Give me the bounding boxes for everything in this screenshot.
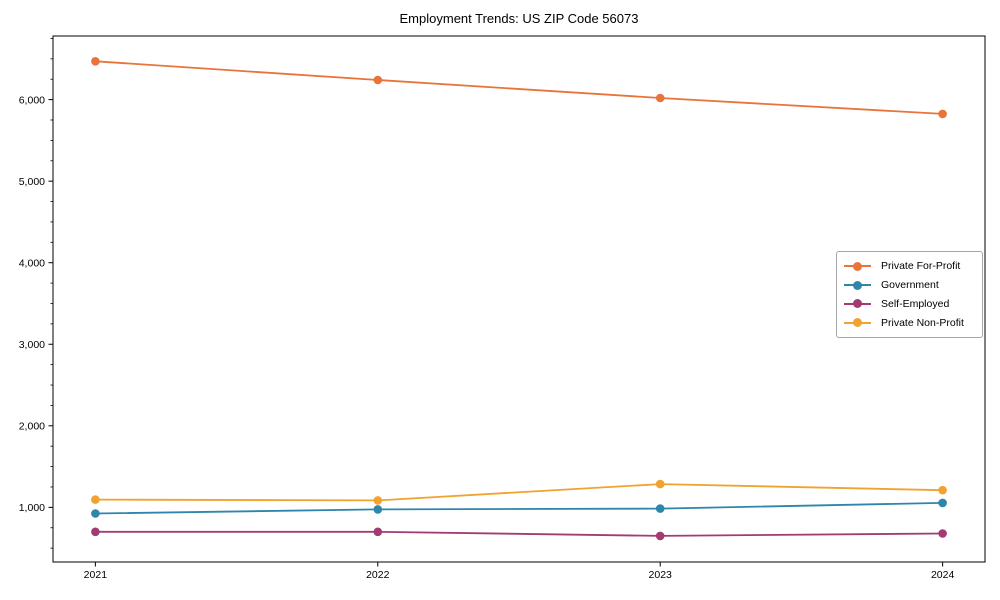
- data-point-self-employed-2024: [938, 529, 947, 538]
- data-point-private-non-profit-2022: [373, 496, 383, 505]
- data-point-private-non-profit-2024: [938, 485, 947, 495]
- legend-line-marker-icon: [844, 261, 871, 271]
- chart-title: Employment Trends: US ZIP Code 56073: [399, 11, 639, 26]
- legend-label: Self-Employed: [881, 297, 950, 310]
- y-tick-label: 1,000: [19, 502, 45, 514]
- data-point-government-2021: [91, 509, 100, 518]
- plot-border: [52, 35, 986, 563]
- legend-dot-icon: [853, 318, 862, 328]
- data-point-government-2024: [938, 498, 947, 508]
- data-point-self-employed-2023: [655, 531, 665, 541]
- data-point-self-employed-2021: [91, 527, 100, 537]
- x-tick-label: 2024: [931, 569, 955, 581]
- legend-entry: Self-Employed: [844, 295, 974, 314]
- x-tick-label: 2023: [649, 569, 673, 581]
- series-line-government: [94, 501, 944, 515]
- data-point-private-non-profit-2021: [91, 495, 100, 504]
- data-point-private-for-profit-2024: [938, 109, 947, 119]
- data-point-private-for-profit-2022: [373, 75, 383, 85]
- y-tick-label: 2,000: [19, 421, 45, 433]
- data-point-government-2023: [655, 504, 665, 513]
- legend-dot-icon: [853, 299, 862, 309]
- data-point-private-for-profit-2023: [655, 93, 665, 103]
- y-tick-label: 5,000: [19, 176, 45, 188]
- data-point-private-for-profit-2021: [91, 57, 100, 66]
- legend-line-marker-icon: [844, 299, 871, 309]
- x-tick-label: 2022: [366, 569, 390, 581]
- legend-line-marker-icon: [844, 280, 871, 290]
- legend-entry: Private Non-Profit: [844, 313, 974, 332]
- legend-entry: Private For-Profit: [844, 257, 974, 276]
- y-tick-label: 4,000: [19, 257, 45, 269]
- y-tick-label: 6,000: [19, 94, 45, 106]
- series-line-private-non-profit: [94, 483, 944, 502]
- data-point-government-2022: [373, 505, 383, 514]
- series-line-private-for-profit: [94, 60, 944, 115]
- legend-label: Private Non-Profit: [881, 316, 964, 329]
- legend-dot-icon: [853, 280, 862, 290]
- legend-label: Government: [881, 279, 939, 292]
- legend: Private For-Profit Government Self-Emplo…: [836, 251, 983, 338]
- y-tick-label: 3,000: [19, 339, 45, 351]
- legend-label: Private For-Profit: [881, 260, 961, 273]
- legend-dot-icon: [853, 261, 862, 271]
- data-point-private-non-profit-2023: [655, 479, 665, 489]
- legend-line-marker-icon: [844, 318, 871, 328]
- data-point-self-employed-2022: [373, 527, 383, 537]
- x-tick-label: 2021: [84, 569, 108, 581]
- series-line-self-employed: [94, 530, 944, 537]
- legend-entry: Government: [844, 276, 974, 295]
